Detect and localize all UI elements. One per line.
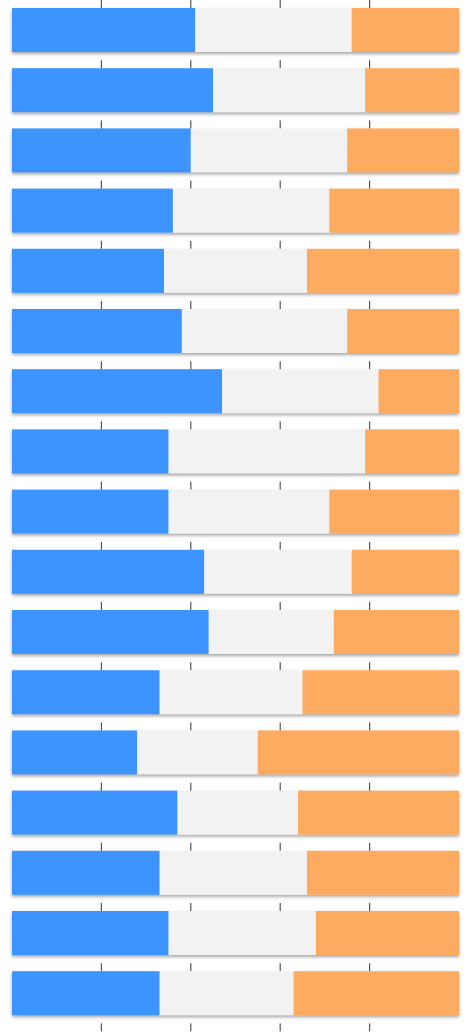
bar-segment-11-1 [12,610,209,654]
bar-segment-3-3 [347,128,459,173]
bar-segment-16-1 [12,911,169,955]
bar-segment-1-2 [195,8,352,52]
bar-segment-11-2 [208,610,334,654]
bar-segment-4-1 [12,188,173,233]
bar-segment-1-1 [12,8,196,52]
bar-segment-10-3 [351,549,459,594]
bar-row-4 [12,188,459,233]
bar-row-6 [12,309,459,353]
bar-segment-11-3 [333,610,459,654]
bars-layer [12,8,459,1016]
bar-segment-12-3 [302,670,459,715]
bar-segment-9-2 [168,489,330,534]
bar-segment-14-3 [298,790,459,835]
bar-segment-8-1 [12,429,169,474]
bar-row-11 [12,610,459,654]
bar-row-16 [12,911,459,955]
bar-segment-5-1 [12,248,164,293]
bar-row-14 [12,790,459,835]
bar-segment-10-1 [12,549,205,594]
bar-row-5 [12,248,459,293]
bar-segment-15-1 [12,850,160,895]
bar-segment-6-2 [181,309,348,353]
bar-segment-8-2 [168,429,366,474]
bar-segment-5-3 [307,248,459,293]
bar-segment-1-3 [351,8,459,52]
bar-row-7 [12,369,459,414]
bar-segment-14-1 [12,790,178,835]
bar-segment-17-1 [12,971,160,1016]
bar-segment-6-3 [347,309,459,353]
bar-segment-16-3 [315,911,459,955]
bar-segment-4-2 [172,188,330,233]
bar-segment-7-3 [378,369,459,414]
bar-segment-6-1 [12,309,182,353]
bar-segment-3-2 [190,128,348,173]
bar-row-3 [12,128,459,173]
bar-segment-3-1 [12,128,191,173]
bar-row-12 [12,670,459,715]
bar-row-8 [12,429,459,474]
bar-row-10 [12,549,459,594]
bar-segment-17-2 [159,971,294,1016]
bar-row-2 [12,68,459,113]
bar-segment-10-2 [204,549,352,594]
bar-segment-16-2 [168,911,316,955]
bar-segment-4-3 [329,188,459,233]
bar-segment-13-1 [12,730,138,775]
bar-row-13 [12,730,459,775]
bar-segment-12-1 [12,670,160,715]
bar-segment-15-3 [307,850,459,895]
bar-segment-7-1 [12,369,223,414]
bar-segment-9-3 [329,489,459,534]
bar-segment-13-3 [257,730,459,775]
bar-segment-13-2 [137,730,258,775]
bar-segment-8-3 [365,429,459,474]
bar-segment-2-3 [365,68,459,113]
bar-segment-2-2 [213,68,366,113]
bar-segment-7-2 [222,369,379,414]
bar-segment-15-2 [159,850,308,895]
bar-segment-2-1 [12,68,214,113]
bar-segment-17-3 [293,971,459,1016]
tick-marks [100,0,371,1032]
bar-segment-12-2 [159,670,303,715]
bar-row-15 [12,850,459,895]
bar-row-1 [12,8,459,52]
bar-row-17 [12,971,459,1016]
bar-row-9 [12,489,459,534]
bar-segment-14-2 [177,790,299,835]
bar-segment-9-1 [12,489,169,534]
bar-segment-5-2 [163,248,308,293]
